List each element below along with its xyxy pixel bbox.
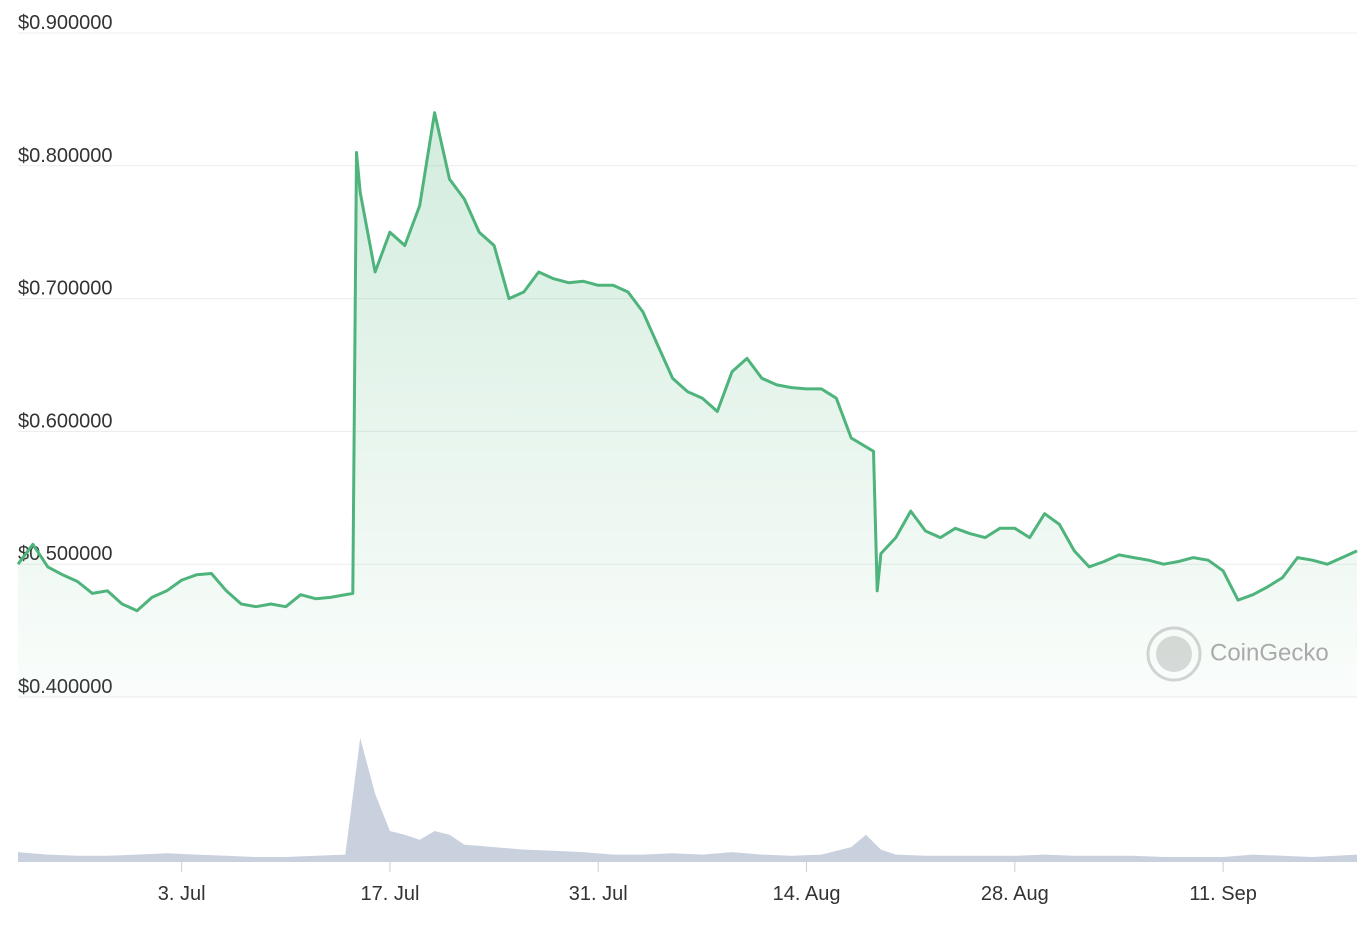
x-tick-label: 31. Jul: [569, 883, 628, 905]
volume-area: [18, 738, 1357, 862]
price-area: [18, 112, 1357, 697]
x-tick-label: 17. Jul: [360, 883, 419, 905]
y-tick-label: $0.900000: [18, 12, 113, 34]
x-tick-label: 28. Aug: [981, 883, 1049, 905]
x-tick-label: 3. Jul: [158, 883, 206, 905]
watermark: CoinGecko: [1210, 639, 1329, 666]
x-tick-label: 14. Aug: [773, 883, 841, 905]
price-line: [16, 111, 1358, 613]
y-tick-label: $0.800000: [18, 145, 113, 167]
y-tick-label: $0.700000: [18, 278, 113, 300]
x-tick-label: 11. Sep: [1189, 883, 1256, 905]
y-tick-label: $0.600000: [18, 410, 113, 432]
